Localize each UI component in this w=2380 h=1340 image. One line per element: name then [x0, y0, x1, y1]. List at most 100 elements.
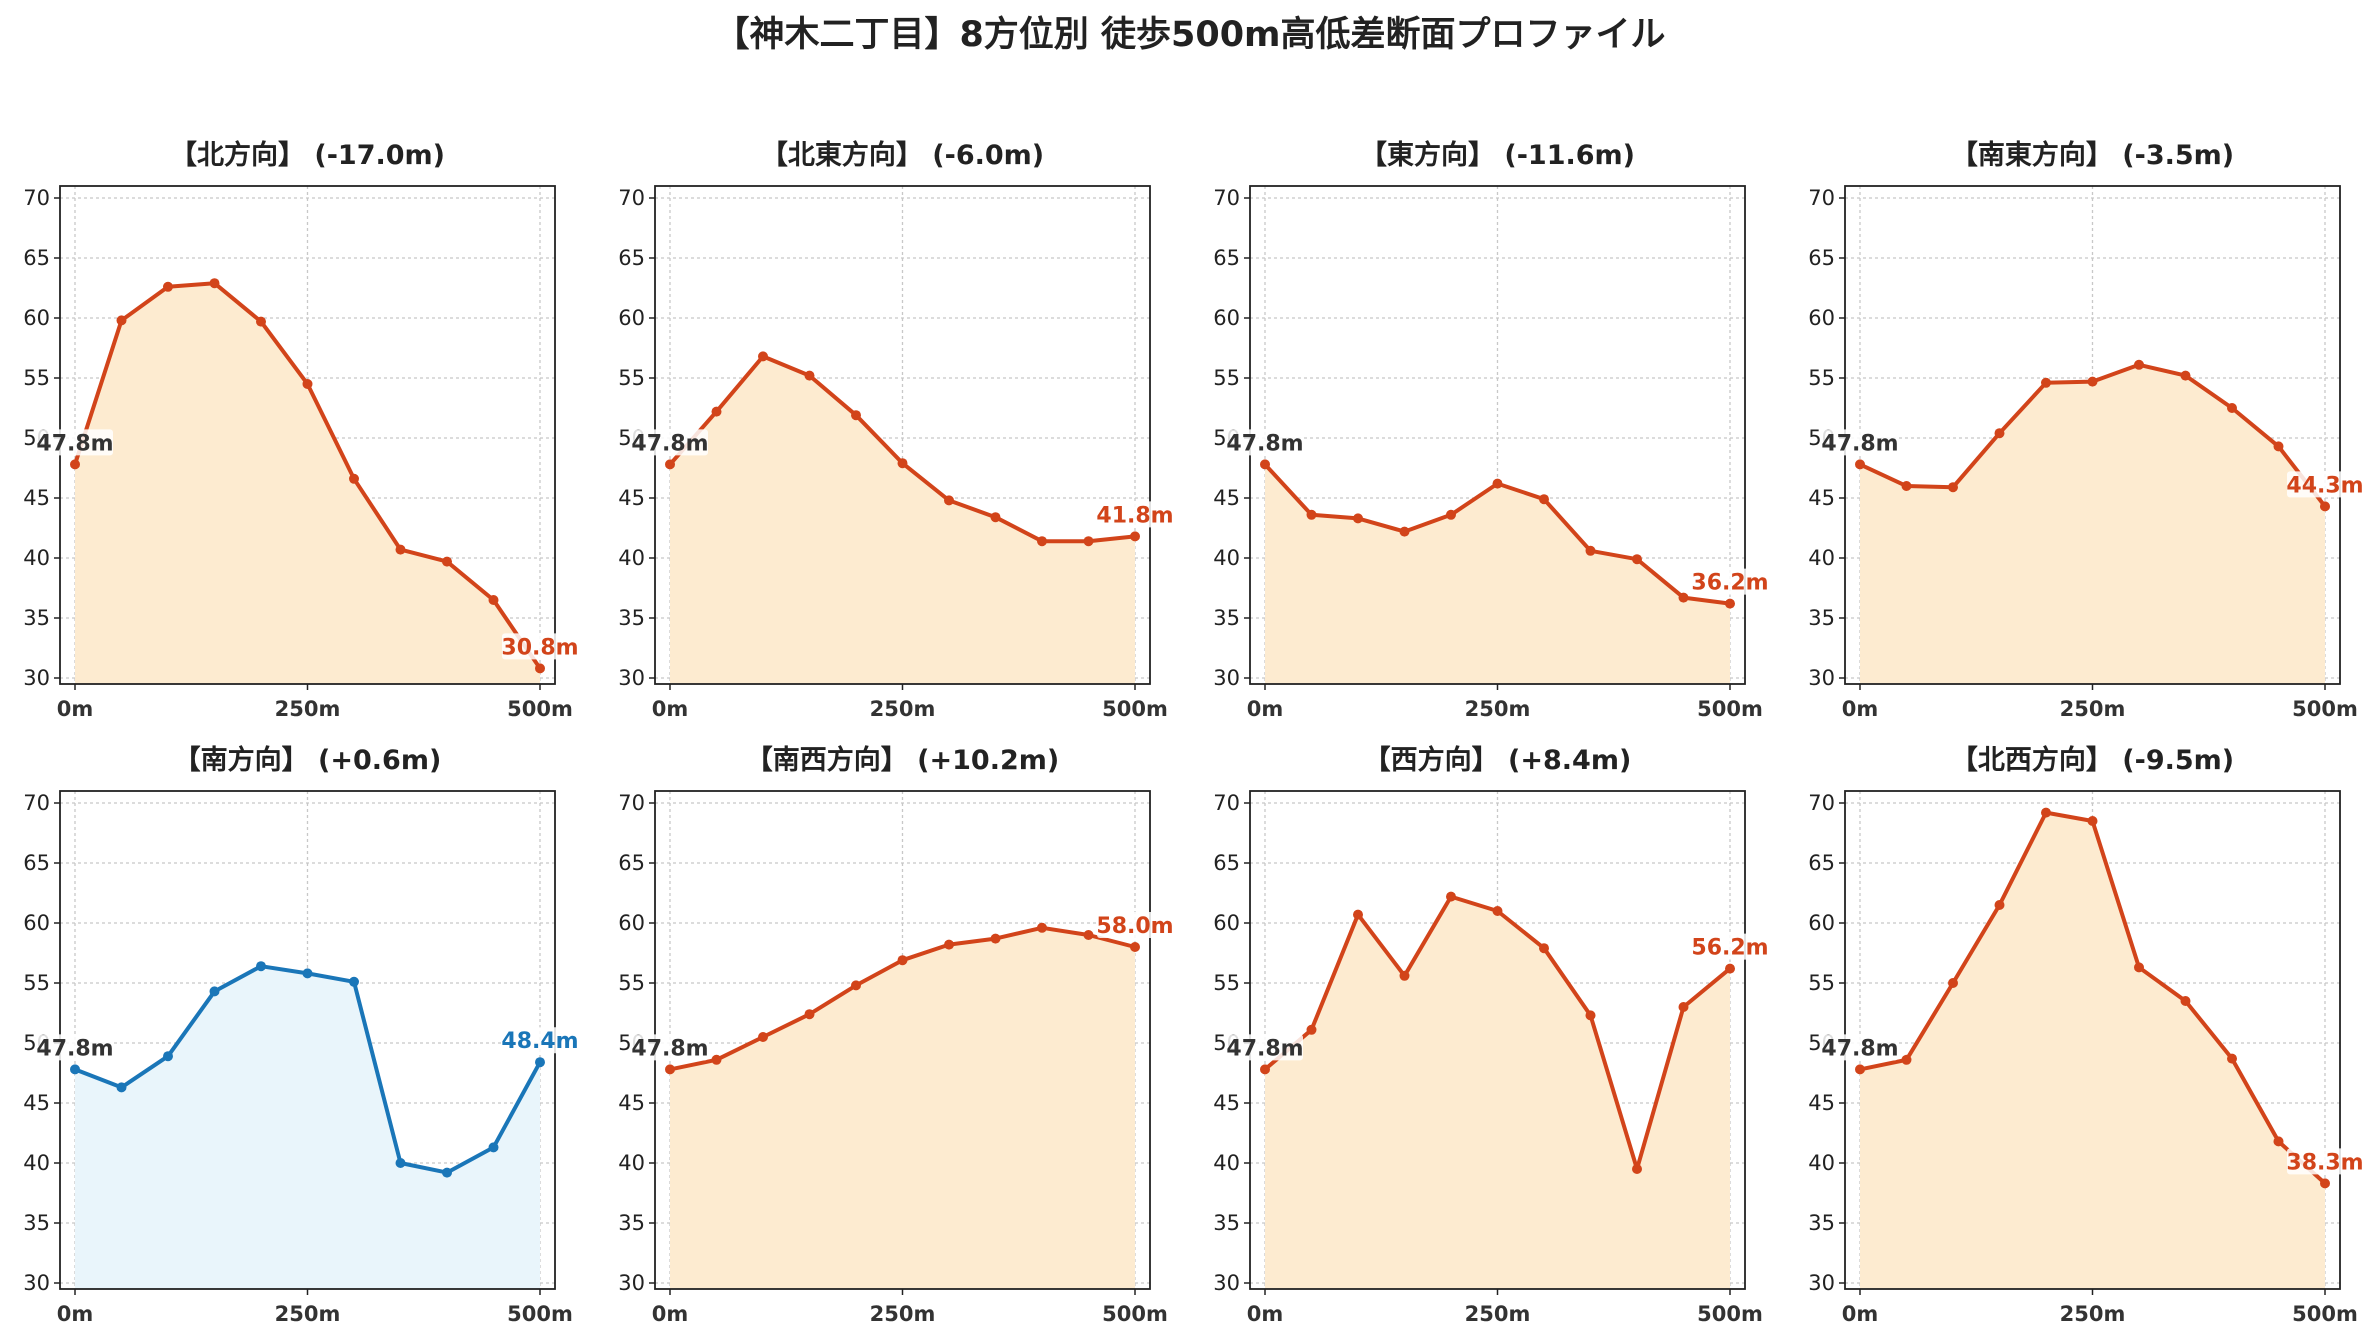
data-point: [944, 495, 954, 506]
x-tick-label: 250m: [1465, 1302, 1531, 1326]
x-tick-label: 250m: [870, 1302, 936, 1326]
data-point: [2273, 441, 2284, 452]
x-tick-label: 500m: [1102, 1302, 1168, 1326]
y-tick-label: 30: [1808, 1271, 1835, 1295]
data-point: [349, 976, 359, 987]
main-title: 【神木二丁目】8方位別 徒歩500m高低差断面プロファイル: [714, 15, 1666, 55]
y-tick-label: 35: [23, 1211, 50, 1235]
y-tick-label: 45: [23, 486, 50, 510]
data-point: [897, 458, 908, 469]
y-tick-label: 55: [1213, 366, 1240, 390]
y-tick-label: 65: [23, 851, 50, 875]
y-tick-label: 35: [1213, 606, 1240, 630]
y-tick-label: 55: [1808, 971, 1835, 995]
panel-title: 【東方向】 (-11.6m): [1360, 139, 1635, 171]
data-point: [1632, 1164, 1642, 1174]
y-tick-label: 45: [618, 486, 645, 510]
area-fill: [1860, 364, 2325, 684]
y-tick-label: 40: [23, 1151, 50, 1175]
start-value-label: 47.8m: [1821, 431, 1898, 456]
y-tick-label: 45: [1808, 486, 1835, 510]
data-point: [163, 1051, 173, 1062]
y-tick-label: 45: [23, 1091, 50, 1115]
x-tick-label: 250m: [275, 1302, 341, 1326]
data-point: [1725, 598, 1735, 609]
x-tick-label: 0m: [1842, 1302, 1879, 1326]
area-fill: [1860, 812, 2325, 1289]
data-point: [1130, 531, 1140, 542]
y-tick-label: 55: [618, 971, 645, 995]
data-point: [302, 968, 313, 979]
end-value-label-bg: [1692, 568, 1768, 595]
data-point: [1585, 1010, 1596, 1021]
data-point: [442, 556, 452, 567]
data-point: [851, 410, 861, 421]
y-tick-label: 40: [1213, 1151, 1240, 1175]
data-point: [256, 316, 266, 327]
y-tick-label: 35: [23, 606, 50, 630]
data-point: [2134, 359, 2144, 370]
x-tick-label: 0m: [652, 697, 689, 721]
y-tick-label: 65: [1213, 851, 1240, 875]
data-point: [2320, 1178, 2330, 1189]
data-point: [442, 1167, 452, 1178]
data-point: [1353, 909, 1363, 920]
y-tick-label: 30: [618, 666, 645, 690]
start-value-label: 47.8m: [1226, 1036, 1303, 1061]
x-tick-label: 500m: [507, 1302, 573, 1326]
x-tick-label: 0m: [1247, 697, 1284, 721]
data-point: [1446, 509, 1456, 520]
y-tick-label: 30: [23, 666, 50, 690]
x-tick-label: 500m: [1102, 697, 1168, 721]
end-value-label: 30.8m: [501, 635, 578, 660]
data-point: [1399, 526, 1410, 537]
data-point: [349, 473, 359, 484]
y-tick-label: 35: [1808, 606, 1835, 630]
panel-title: 【西方向】 (+8.4m): [1364, 744, 1632, 776]
area-fill: [75, 966, 540, 1289]
data-point: [897, 955, 908, 966]
y-tick-label: 60: [1808, 911, 1835, 935]
data-point: [1901, 481, 1912, 491]
end-value-label: 44.3m: [2286, 473, 2363, 498]
x-tick-label: 250m: [870, 697, 936, 721]
area-fill: [75, 283, 540, 684]
data-point: [1353, 513, 1363, 524]
end-value-label-bg: [1692, 933, 1768, 960]
panel-title: 【南西方向】 (+10.2m): [746, 744, 1059, 776]
data-point: [70, 459, 80, 470]
end-value-label-bg: [502, 633, 578, 660]
x-tick-label: 500m: [1697, 1302, 1763, 1326]
end-value-label: 36.2m: [1691, 571, 1768, 596]
y-tick-label: 70: [1213, 791, 1240, 815]
y-tick-label: 45: [618, 1091, 645, 1115]
panel-title: 【南方向】 (+0.6m): [174, 744, 442, 776]
data-point: [711, 406, 722, 417]
y-tick-label: 30: [1213, 666, 1240, 690]
x-tick-label: 0m: [1842, 697, 1879, 721]
x-tick-label: 500m: [507, 697, 573, 721]
y-tick-label: 70: [618, 791, 645, 815]
data-point: [1306, 1024, 1317, 1035]
data-point: [395, 544, 406, 555]
area-fill: [1265, 896, 1730, 1289]
data-point: [1948, 482, 1958, 493]
data-point: [1725, 963, 1735, 974]
y-tick-label: 60: [23, 306, 50, 330]
data-point: [535, 1057, 545, 1068]
data-point: [488, 1142, 499, 1153]
data-point: [1585, 545, 1596, 556]
data-point: [1260, 1064, 1270, 1075]
data-point: [1260, 459, 1270, 470]
x-tick-label: 250m: [275, 697, 341, 721]
y-tick-label: 60: [618, 911, 645, 935]
data-point: [804, 1009, 815, 1020]
y-tick-label: 70: [1808, 791, 1835, 815]
y-tick-label: 65: [1808, 246, 1835, 270]
